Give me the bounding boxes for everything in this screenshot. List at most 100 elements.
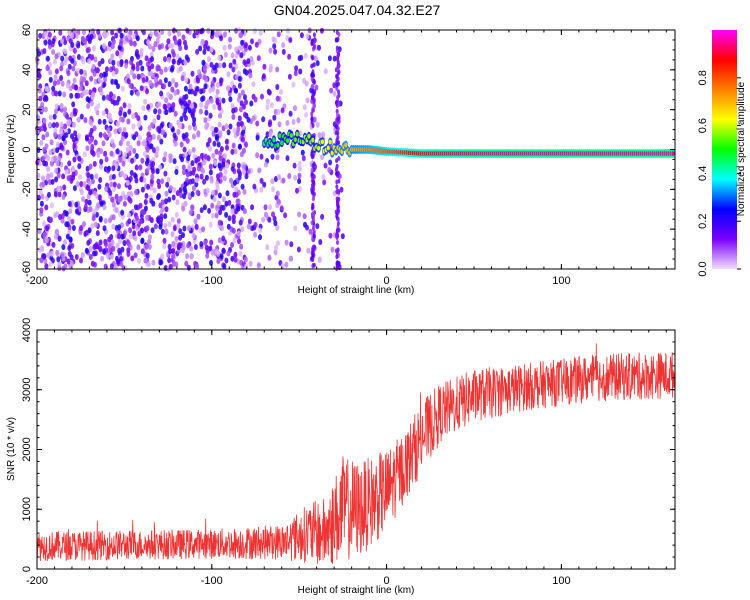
spectrogram-cell (267, 89, 272, 96)
spectrogram-cell (337, 69, 341, 75)
spectrogram-cell (284, 261, 289, 268)
spectrogram-cell (47, 191, 51, 198)
spectrogram-cell (59, 65, 64, 72)
spectrogram-cell (242, 208, 247, 215)
spectrogram-cell (64, 221, 69, 228)
spectrogram-cell (235, 130, 240, 137)
spectrogram-cell (119, 32, 124, 39)
spectrogram-cell (99, 148, 104, 154)
spectrogram-cell (179, 116, 184, 122)
spectrogram-cell (258, 227, 263, 234)
spectrogram-cell (280, 263, 285, 270)
spectrogram-cell (273, 220, 278, 227)
spectrogram-cell (108, 217, 112, 224)
spectrogram-cell (170, 231, 175, 238)
spectrogram-cell (140, 186, 145, 193)
spectrogram-cell (285, 120, 290, 126)
spectrogram-cell (217, 162, 222, 169)
spectrogram-cell (131, 123, 136, 130)
spectrogram-cell (238, 219, 243, 226)
spectrogram-cell (46, 55, 50, 62)
spectrogram-cell (183, 100, 187, 107)
spectrogram-cell (214, 127, 219, 133)
spectrogram-cell (200, 27, 205, 34)
spectrogram-cell (71, 174, 76, 181)
spectrogram-cell (262, 181, 267, 188)
spectrogram-cell (214, 62, 219, 69)
snr-y-label: SNR (10 * v/v) (6, 417, 17, 481)
spectrogram-cell (211, 85, 216, 92)
spectrogram-cell (147, 243, 152, 250)
spectrogram-cell (240, 226, 245, 232)
spectrogram-cell (148, 234, 152, 241)
spectrogram-cell (130, 255, 135, 262)
spectrogram-cell (210, 80, 215, 87)
spectrogram-cell (77, 133, 82, 140)
spectrogram-cell (166, 38, 171, 45)
spectrogram-cell (310, 171, 314, 177)
spectrogram-cell (42, 48, 47, 55)
spectrogram-cell (239, 32, 243, 39)
spectrogram-cell (164, 190, 169, 197)
spectrogram-cell (107, 165, 111, 172)
spectrogram-cell (259, 177, 264, 184)
y-tick-label: 4000 (21, 318, 33, 342)
spectrogram-cell (226, 71, 231, 78)
spectrogram-cell (131, 223, 136, 230)
spectrogram-cell (192, 166, 197, 173)
spectrogram-cell (103, 76, 108, 83)
spectrogram-cell (141, 105, 146, 112)
spectrogram-cell (223, 168, 228, 175)
spectrogram-cell (63, 106, 68, 113)
spectrogram-cell (54, 108, 59, 115)
spectrogram-cell (127, 241, 132, 248)
spectrogram-cell (99, 158, 104, 165)
spectrogram-cell (97, 77, 102, 83)
spectrogram-cell (110, 196, 115, 203)
spectrogram-cell (129, 69, 134, 76)
spectrogram-cell (199, 88, 204, 95)
spectrogram-cell (332, 82, 337, 89)
spectrogram-cell (160, 129, 165, 136)
spectrogram-cell (276, 31, 281, 38)
spectrogram-cell (201, 168, 205, 174)
spectrogram-cell (111, 165, 116, 172)
spectrogram-cell (111, 142, 116, 149)
spectrogram-cell (188, 178, 193, 185)
spectrogram-cell (84, 134, 89, 141)
spectrogram-cell (157, 44, 162, 51)
spectrogram-cell (109, 150, 114, 157)
spectrogram-cell (218, 112, 222, 119)
spectrogram-cell (145, 157, 150, 164)
y-tick-label: -20 (21, 181, 33, 197)
spectrogram-cell (323, 68, 328, 75)
spectrogram-cell (131, 113, 136, 120)
spectrogram-cell (207, 137, 212, 144)
spectrogram-cell (221, 247, 226, 254)
spectrogram-cell (44, 85, 49, 92)
spectrogram-cell (67, 215, 72, 222)
spectrogram-cell (335, 213, 339, 219)
spectrogram-cell (265, 98, 270, 105)
spectrogram-cell (275, 66, 280, 73)
spectrogram-cell (190, 191, 195, 197)
spectrogram-cell (186, 242, 191, 249)
spectrogram-cell (192, 32, 197, 39)
signal-point (280, 140, 284, 146)
spectrogram-cell (240, 89, 245, 96)
spectrogram-cell (117, 224, 122, 231)
spectrogram-cell (139, 176, 144, 183)
spectrogram-cell (128, 82, 133, 89)
spectrogram-cell (311, 107, 315, 113)
spectrogram-cell (276, 240, 280, 247)
spectrogram-cell (194, 177, 199, 184)
spectrogram-cell (38, 32, 43, 39)
spectrogram-cell (112, 181, 117, 188)
spectrogram-cell (275, 84, 280, 90)
spectrogram-cell (89, 127, 94, 134)
spectrogram-cell (181, 244, 186, 251)
spectrogram-cell (40, 106, 45, 113)
y-tick-label: 3000 (21, 378, 33, 402)
spectrogram-cell (151, 259, 156, 266)
